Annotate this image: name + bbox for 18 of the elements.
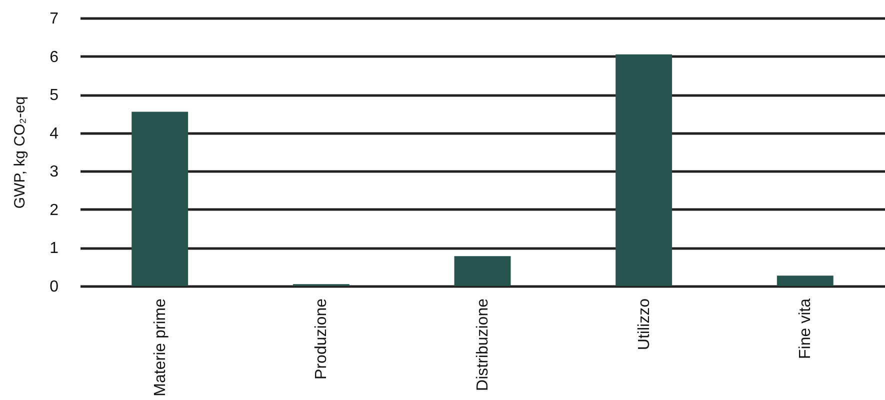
bar [454, 256, 511, 286]
y-tick-label: 6 [50, 48, 59, 66]
y-tick-label: 3 [50, 164, 59, 181]
y-tick-label: 2 [50, 202, 59, 219]
y-tick-label: 4 [50, 125, 59, 142]
bar [776, 276, 834, 286]
y-axis-title: GWP, kg CO₂-eq [12, 96, 29, 209]
bar [616, 54, 672, 286]
y-tick-label: 7 [50, 10, 59, 28]
y-tick-label: 1 [50, 240, 59, 258]
x-tick-label: Distribuzione [474, 298, 492, 391]
x-tick-label: Materie prime [152, 298, 169, 396]
y-tick-label: 5 [50, 87, 59, 104]
x-tick-label: Fine vita [797, 298, 814, 359]
x-tick-label: Produzione [313, 298, 330, 380]
bar [132, 112, 188, 286]
x-tick-label: Utilizzo [636, 298, 653, 350]
y-tick-label: 0 [50, 278, 59, 296]
